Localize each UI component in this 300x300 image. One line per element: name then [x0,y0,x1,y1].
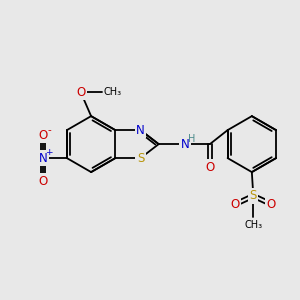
Text: N: N [181,138,190,151]
Text: O: O [38,129,48,142]
Text: N: N [136,124,145,136]
Text: CH₃: CH₃ [244,220,262,230]
Text: O: O [230,198,240,211]
Text: O: O [267,198,276,211]
Text: N: N [39,152,47,165]
Text: +: + [45,148,52,157]
Text: S: S [250,189,257,203]
Text: S: S [137,152,144,165]
Text: O: O [38,175,48,188]
Text: -: - [48,125,52,135]
Text: CH₃: CH₃ [103,87,122,98]
Text: O: O [76,86,86,99]
Text: O: O [205,160,214,173]
Text: H: H [188,134,195,144]
